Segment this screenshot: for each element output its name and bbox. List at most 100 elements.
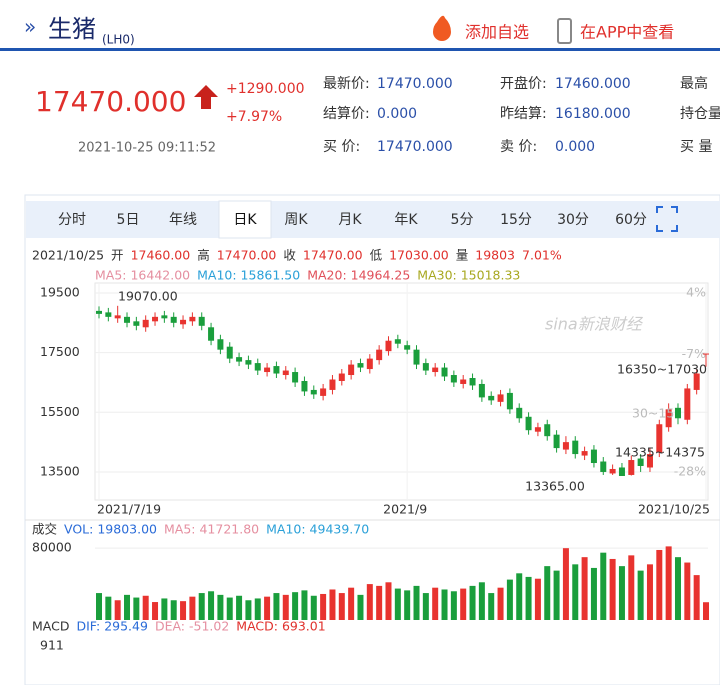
volume-bar [394,588,401,620]
tab[interactable]: 周K [284,212,308,228]
candle-body [264,367,271,373]
price: 17470.000 [35,85,186,118]
ma-legend: MA30: 15018.33 [417,268,520,283]
view-app[interactable]: 在APP中查看 [580,23,674,42]
candle-body [245,360,252,365]
volume-bar [236,595,243,620]
field-label: 持仓量 [680,106,720,122]
volume-bar [338,593,345,620]
volume-bar [441,589,448,620]
y-tick-label: 80000 [32,540,72,555]
volume-bar [684,562,691,620]
volume-bar [525,576,532,620]
candle-body [534,427,541,432]
y-tick-label: 17500 [40,344,80,359]
volume-bar [450,591,457,620]
tab[interactable]: 年K [394,212,418,228]
candle-body [516,407,523,419]
field-label: 买 价: [323,139,360,155]
plot-frame [94,282,709,501]
candle-body [292,372,299,383]
tab[interactable]: 年线 [169,212,197,228]
volume-bar [226,597,233,620]
volume-bar [208,591,215,620]
tab[interactable]: 5分 [451,212,474,228]
field-label: 结算价: [323,106,370,122]
volume-bar [152,602,159,620]
field-label: 最新价: [323,76,370,92]
candle-body [674,407,681,419]
field-value: 17470.000 [377,76,453,92]
volume-bar [618,566,625,620]
volume-legend: VOL: 19803.00 [64,522,157,537]
volume-bar [628,555,635,620]
volume-bar [310,595,317,620]
info-value: 17470.00 [217,248,277,263]
icon: » [24,15,36,39]
candle-body [105,312,112,317]
tab[interactable]: 日K [233,212,257,228]
volume-bar [544,566,551,620]
candle-body [432,367,439,373]
candle-body [310,389,317,395]
candle-body [553,434,560,449]
candle-body [114,315,121,319]
candle-body [703,353,709,355]
candle-body [590,449,597,464]
candle-body [525,416,532,431]
volume-bar [301,590,308,620]
candle-body [170,316,177,323]
volume-bar [432,587,439,620]
ma-legend: MA20: 14964.25 [307,268,410,283]
tab[interactable]: 月K [338,212,362,228]
volume-label: 成交 [32,522,57,537]
volume-bar [460,588,467,620]
candle-body [385,340,392,352]
fire-icon [433,15,451,41]
candle-body [488,395,495,401]
candle-body [497,394,504,402]
candle-body [469,378,476,386]
volume-bar [413,585,420,620]
volume-legend: MA10: 49439.70 [266,522,369,537]
info-label: 开 [111,248,124,263]
field-label: 买 量 [680,139,712,155]
ma-legend: MA5: 16442.00 [95,268,190,283]
candle-body [394,339,401,344]
candle-body [478,383,485,398]
volume-bar [581,557,588,620]
tab[interactable]: 5日 [117,212,140,228]
volume-bar [245,600,252,620]
info-value: 19803 [475,248,515,263]
x-tick-label: 2021/7/19 [97,502,161,517]
volume-bar [609,558,616,620]
volume-bar [124,594,131,620]
field-label: 卖 价: [500,139,537,155]
candle-body [572,440,579,455]
code: (LH0) [102,33,135,47]
candle-body [338,373,345,381]
phone-icon [557,18,572,44]
candle-body [124,316,131,323]
field-value: 0.000 [555,139,595,155]
x-tick-label: 2021/9 [383,502,427,517]
volume-bar [114,600,121,620]
field-value: 0.000 [377,106,417,122]
tab[interactable]: 60分 [615,212,647,228]
candle-body [422,363,429,371]
tab[interactable]: 分时 [58,212,86,228]
fullscreen-icon[interactable] [656,206,678,232]
x-tick-label: 2021/10/25 [638,502,710,517]
candle-body [581,451,588,456]
tab[interactable]: 30分 [557,212,589,228]
candle-body [161,315,168,319]
candle-body [357,363,364,368]
change-percent: +7.97% [226,109,282,125]
candle-body [366,358,373,370]
volume-bar [422,593,429,620]
add-watchlist[interactable]: 添加自选 [465,23,529,42]
field-value: 17470.000 [377,139,453,155]
tab[interactable]: 15分 [500,212,532,228]
candle-body [413,349,420,365]
